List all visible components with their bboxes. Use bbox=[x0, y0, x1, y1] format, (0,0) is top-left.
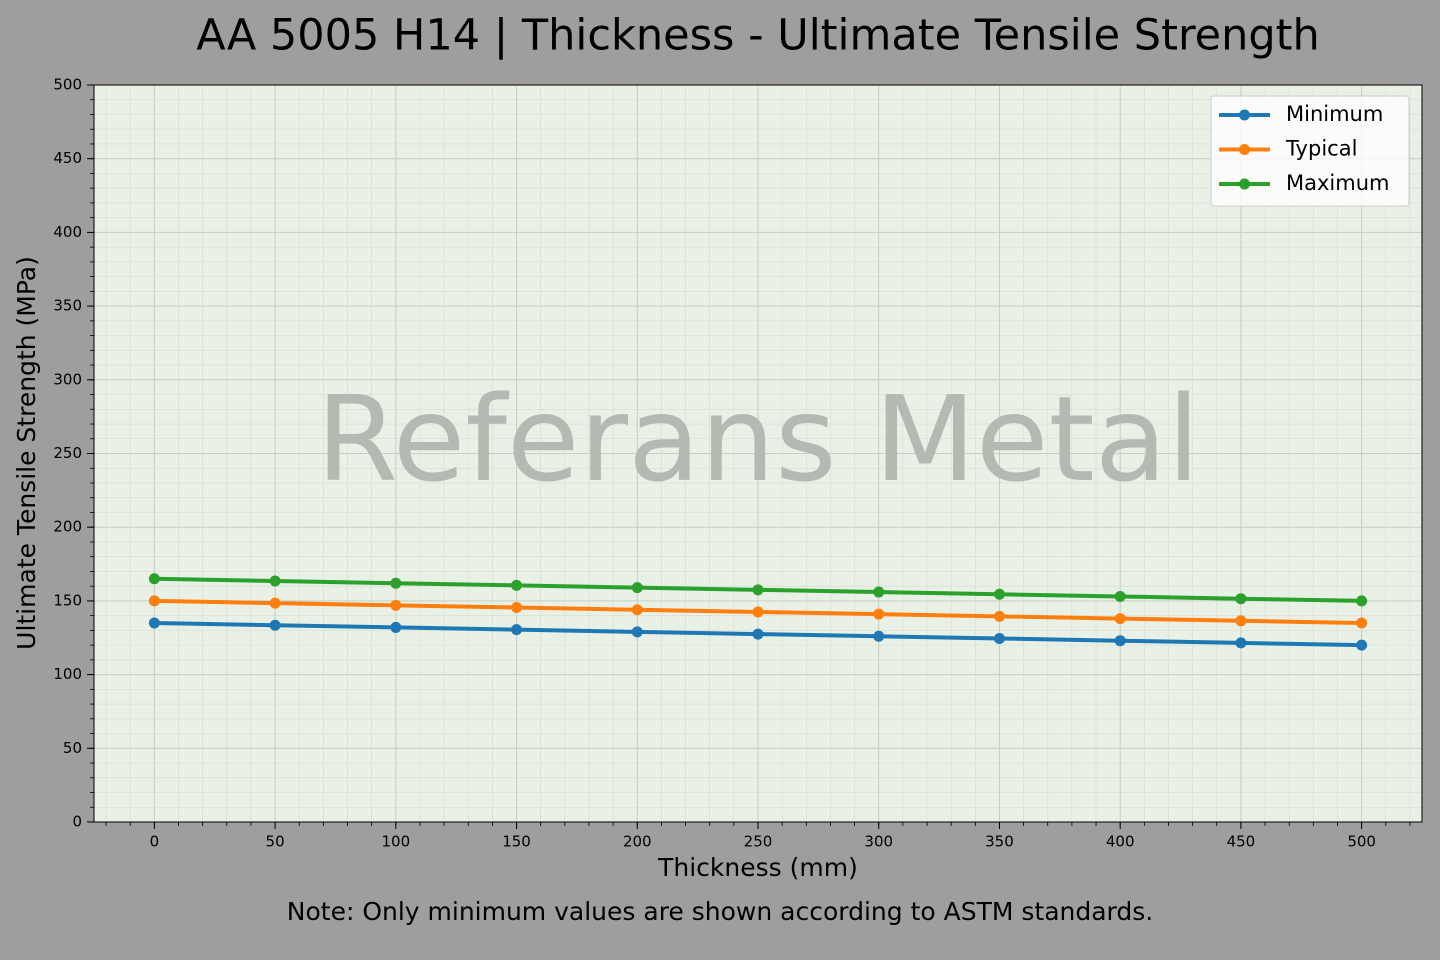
marker bbox=[1114, 590, 1126, 602]
y-axis-label: Ultimate Tensile Strength (MPa) bbox=[12, 256, 41, 650]
y-tick-label: 200 bbox=[53, 518, 82, 536]
marker bbox=[511, 624, 523, 636]
y-tick-label: 400 bbox=[53, 223, 82, 241]
marker bbox=[993, 632, 1005, 644]
marker bbox=[1235, 615, 1247, 627]
marker bbox=[1235, 593, 1247, 605]
marker bbox=[390, 577, 402, 589]
marker bbox=[1235, 637, 1247, 649]
legend-marker bbox=[1239, 109, 1250, 121]
marker bbox=[148, 617, 160, 629]
legend-label: Minimum bbox=[1286, 102, 1383, 126]
marker bbox=[269, 619, 281, 631]
marker bbox=[269, 575, 281, 587]
x-tick-label: 250 bbox=[744, 833, 773, 851]
x-tick-label: 200 bbox=[623, 833, 652, 851]
marker bbox=[993, 610, 1005, 622]
marker bbox=[148, 595, 160, 607]
y-tick-label: 450 bbox=[53, 149, 82, 167]
marker bbox=[1356, 617, 1368, 629]
marker bbox=[631, 582, 643, 594]
legend-label: Maximum bbox=[1286, 171, 1389, 195]
x-tick-label: 100 bbox=[381, 833, 410, 851]
y-tick-label: 0 bbox=[72, 813, 82, 831]
marker bbox=[752, 606, 764, 618]
marker bbox=[873, 630, 885, 642]
marker bbox=[269, 597, 281, 609]
y-tick-label: 300 bbox=[53, 370, 82, 388]
marker bbox=[752, 628, 764, 640]
marker bbox=[148, 573, 160, 585]
marker bbox=[1356, 595, 1368, 607]
y-tick-label: 50 bbox=[63, 739, 82, 757]
marker bbox=[511, 602, 523, 614]
x-axis-label: Thickness (mm) bbox=[657, 853, 858, 882]
legend-marker bbox=[1239, 178, 1250, 190]
marker bbox=[873, 608, 885, 620]
marker bbox=[752, 584, 764, 596]
chart-title: AA 5005 H14 | Thickness - Ultimate Tensi… bbox=[196, 11, 1320, 61]
watermark: Referans Metal bbox=[316, 370, 1200, 508]
marker bbox=[631, 626, 643, 638]
marker bbox=[873, 586, 885, 598]
legend-label: Typical bbox=[1285, 137, 1357, 161]
y-tick-label: 100 bbox=[53, 665, 82, 683]
marker bbox=[631, 604, 643, 616]
marker bbox=[511, 579, 523, 591]
x-tick-label: 300 bbox=[864, 833, 893, 851]
x-tick-label: 50 bbox=[266, 833, 285, 851]
y-tick-label: 150 bbox=[53, 591, 82, 609]
y-tick-label: 350 bbox=[53, 297, 82, 315]
legend-marker bbox=[1239, 144, 1250, 155]
x-tick-label: 350 bbox=[985, 833, 1014, 851]
x-tick-label: 400 bbox=[1106, 833, 1135, 851]
x-tick-label: 150 bbox=[502, 833, 531, 851]
plot-frame bbox=[93, 84, 1423, 823]
marker bbox=[993, 588, 1005, 600]
marker bbox=[390, 599, 402, 611]
marker bbox=[390, 621, 402, 633]
legend-box bbox=[1210, 95, 1410, 207]
note: Note: Only minimum values are shown acco… bbox=[287, 897, 1153, 926]
marker bbox=[1114, 613, 1126, 625]
marker bbox=[1114, 635, 1126, 647]
y-tick-label: 500 bbox=[53, 76, 82, 94]
y-tick-label: 250 bbox=[53, 444, 82, 462]
x-tick-label: 450 bbox=[1227, 833, 1256, 851]
x-tick-label: 0 bbox=[150, 833, 160, 851]
x-tick-label: 500 bbox=[1347, 833, 1376, 851]
marker bbox=[1356, 639, 1368, 651]
